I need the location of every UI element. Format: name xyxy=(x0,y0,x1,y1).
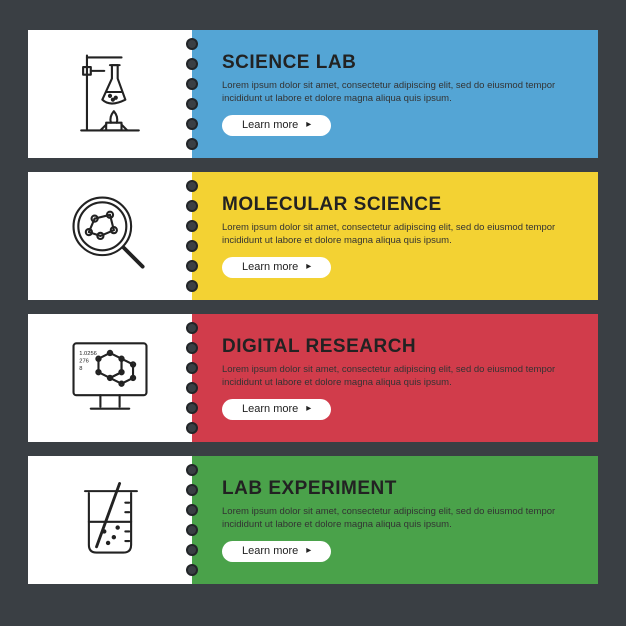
banner-body: Lorem ipsum dolor sit amet, consectetur … xyxy=(222,80,574,106)
banner-science-lab: SCIENCE LAB Lorem ipsum dolor sit amet, … xyxy=(28,30,598,158)
perforation-strip xyxy=(186,314,198,442)
beaker-stirrer-icon xyxy=(62,470,158,571)
button-label: Learn more xyxy=(242,545,298,557)
icon-panel xyxy=(28,172,192,300)
learn-more-button[interactable]: Learn more xyxy=(222,257,331,278)
icon-panel: 1.0256 276 8 xyxy=(28,314,192,442)
content-panel: LAB EXPERIMENT Lorem ipsum dolor sit ame… xyxy=(192,456,598,584)
banner-title: MOLECULAR SCIENCE xyxy=(222,194,574,216)
learn-more-button[interactable]: Learn more xyxy=(222,541,331,562)
svg-text:8: 8 xyxy=(79,366,82,372)
banner-title: SCIENCE LAB xyxy=(222,52,574,74)
perforation-strip xyxy=(186,172,198,300)
banner-digital-research: 1.0256 276 8 DIGITAL RESEARCH Lorem ipsu… xyxy=(28,314,598,442)
banner-title: DIGITAL RESEARCH xyxy=(222,336,574,358)
icon-panel xyxy=(28,456,192,584)
banner-title: LAB EXPERIMENT xyxy=(222,478,574,500)
banner-body: Lorem ipsum dolor sit amet, consectetur … xyxy=(222,364,574,390)
svg-text:276: 276 xyxy=(79,358,89,364)
button-label: Learn more xyxy=(242,119,298,131)
button-label: Learn more xyxy=(242,261,298,273)
content-panel: SCIENCE LAB Lorem ipsum dolor sit amet, … xyxy=(192,30,598,158)
banner-molecular-science: MOLECULAR SCIENCE Lorem ipsum dolor sit … xyxy=(28,172,598,300)
learn-more-button[interactable]: Learn more xyxy=(222,399,331,420)
button-label: Learn more xyxy=(242,403,298,415)
svg-text:1.0256: 1.0256 xyxy=(79,350,97,356)
monitor-molecule-icon: 1.0256 276 8 xyxy=(62,328,158,429)
learn-more-button[interactable]: Learn more xyxy=(222,115,331,136)
banner-body: Lorem ipsum dolor sit amet, consectetur … xyxy=(222,506,574,532)
icon-panel xyxy=(28,30,192,158)
content-panel: MOLECULAR SCIENCE Lorem ipsum dolor sit … xyxy=(192,172,598,300)
banner-body: Lorem ipsum dolor sit amet, consectetur … xyxy=(222,222,574,248)
magnifier-molecule-icon xyxy=(62,186,158,287)
perforation-strip xyxy=(186,456,198,584)
flask-stand-burner-icon xyxy=(62,44,158,145)
perforation-strip xyxy=(186,30,198,158)
content-panel: DIGITAL RESEARCH Lorem ipsum dolor sit a… xyxy=(192,314,598,442)
banner-lab-experiment: LAB EXPERIMENT Lorem ipsum dolor sit ame… xyxy=(28,456,598,584)
